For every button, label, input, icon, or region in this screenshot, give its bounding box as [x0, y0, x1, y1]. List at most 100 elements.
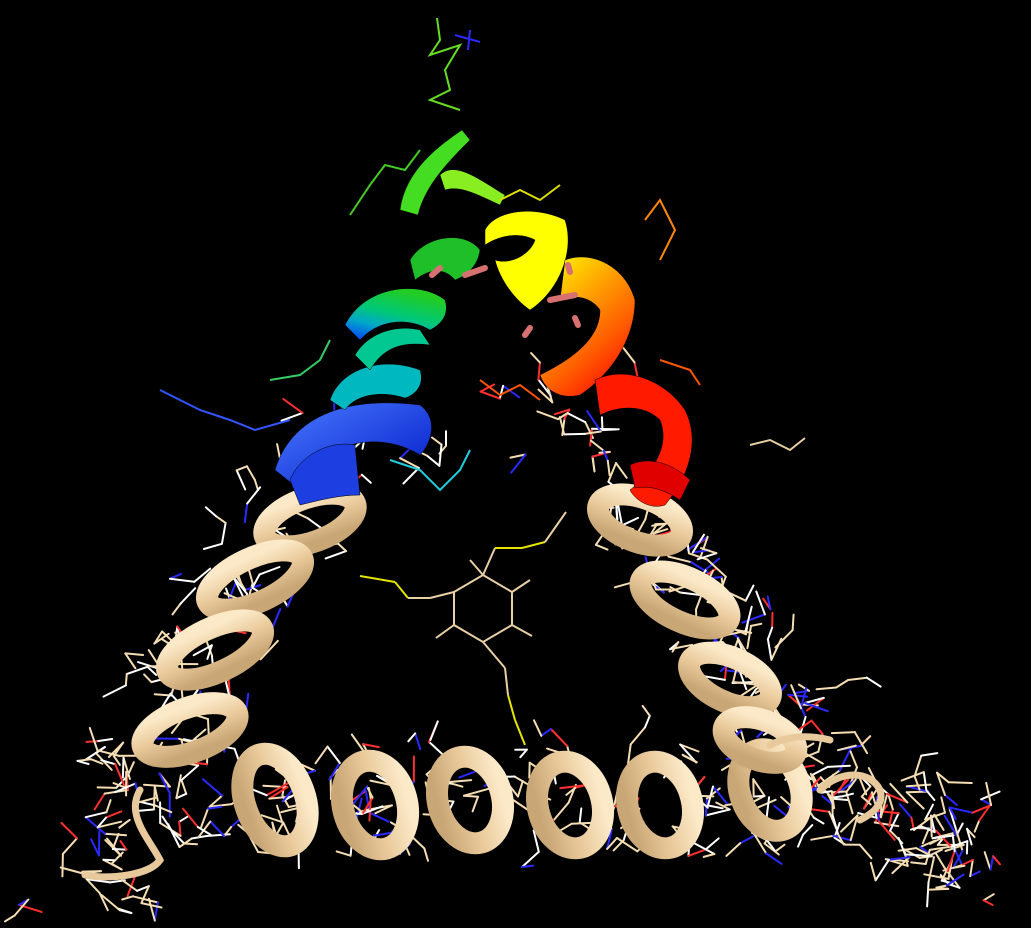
side-chain-bond [220, 521, 227, 545]
side-chain-bond [362, 743, 380, 749]
helix-turn [629, 560, 741, 640]
side-chain-bond [350, 733, 365, 753]
side-chain-bond [111, 848, 128, 851]
side-chain-bond [695, 594, 703, 611]
side-chain-bond [707, 804, 724, 810]
side-chain-bond [696, 552, 718, 561]
side-chain-bond [182, 807, 199, 828]
side-chain-bond [13, 898, 30, 917]
side-chain-bond [350, 785, 368, 808]
side-chain-bond [223, 826, 233, 837]
side-chain-bond [830, 790, 836, 810]
side-chain-bond [271, 608, 282, 629]
loop-coil [816, 771, 885, 824]
side-chain-bond [746, 624, 752, 650]
side-chain-bond [992, 855, 1001, 866]
side-chain-bond [276, 804, 284, 825]
side-chain-bond [889, 812, 900, 832]
side-chain-bond [699, 547, 718, 555]
side-chain-bond [268, 786, 289, 800]
side-chain-bond [805, 696, 825, 712]
side-chain-bond [936, 771, 946, 796]
side-chain-bond [835, 679, 850, 689]
side-chain-bond [61, 837, 78, 855]
side-chain-bond [510, 453, 527, 474]
side-chain-bond [170, 829, 186, 845]
side-chain-bond [326, 745, 341, 764]
side-chain-bond [136, 885, 150, 892]
side-chain-bond [927, 848, 943, 857]
side-chain-bond [111, 832, 120, 850]
side-chain-bond [928, 845, 955, 851]
side-chain-bond [615, 503, 619, 521]
side-chain-bond [923, 873, 950, 880]
side-chain-bond [200, 807, 209, 829]
side-chain-bond [616, 837, 639, 853]
side-chain-bond [235, 469, 247, 491]
side-chain-bond [644, 714, 651, 729]
side-chain-bond [905, 791, 925, 810]
side-chain-bond [121, 756, 125, 779]
side-chain-bond [146, 665, 158, 676]
side-chain-bond [407, 732, 417, 743]
side-chain-bond [910, 861, 927, 865]
side-chain-bond [859, 735, 872, 747]
side-chain-bond [860, 785, 872, 798]
side-chain-bond [360, 473, 372, 484]
side-chain-bond [196, 826, 212, 836]
side-chain-bond [337, 542, 348, 553]
side-chain-bond [888, 808, 894, 827]
side-chain-bond [566, 412, 587, 424]
helix-turn [195, 539, 315, 621]
side-chain-bond [258, 566, 281, 576]
side-chain-bond [668, 585, 686, 593]
side-chain-bond [153, 785, 159, 802]
side-chain-bond [863, 791, 873, 810]
side-chain-bond [774, 629, 794, 649]
side-chain-bond [687, 848, 707, 857]
side-chain-bond [140, 885, 150, 905]
side-chain-bond [110, 851, 124, 865]
side-chain-bond [873, 821, 900, 828]
side-chain-bond [712, 785, 728, 805]
helix-turn [616, 750, 704, 860]
side-chain-bond [983, 851, 992, 871]
side-chain-bond [980, 798, 992, 806]
side-chain-bond [124, 652, 145, 656]
side-chain-bond [158, 772, 171, 794]
side-chain-bond [869, 861, 877, 882]
side-chain-bond [641, 704, 651, 717]
side-chain-bond [532, 829, 540, 853]
side-chain-bond [583, 430, 602, 435]
side-chain-bond [985, 781, 993, 807]
side-chain-bond [858, 843, 873, 860]
side-chain-bond [197, 820, 212, 839]
side-chain-bond [84, 811, 108, 819]
side-chain-bond [125, 665, 149, 675]
side-chain-bond [537, 388, 554, 404]
side-chain-bond [178, 820, 182, 837]
loop-coil [81, 786, 165, 881]
side-chain-bond [143, 673, 153, 684]
side-chain-bond [594, 543, 609, 551]
side-chain-bond [715, 801, 731, 811]
side-chain-bond [978, 803, 992, 822]
side-chain-bond [235, 465, 248, 472]
side-chain-bond [192, 644, 213, 657]
side-chain-bond [791, 613, 795, 632]
side-chain-bond [812, 816, 825, 825]
side-chain-bond [831, 814, 840, 836]
side-chain-bond [282, 398, 304, 414]
side-chain-bond [944, 794, 958, 806]
side-chain-bond [121, 895, 134, 901]
side-chain-bond [100, 894, 121, 912]
side-chain-bond [920, 752, 939, 757]
side-chain-bond [88, 726, 99, 752]
side-chain-bond [537, 361, 541, 381]
side-chain-bond [832, 797, 849, 801]
side-chain-bond [112, 741, 125, 757]
side-chain-bond [832, 834, 852, 842]
side-chain-bond [119, 839, 128, 851]
helix-turn [426, 745, 514, 855]
